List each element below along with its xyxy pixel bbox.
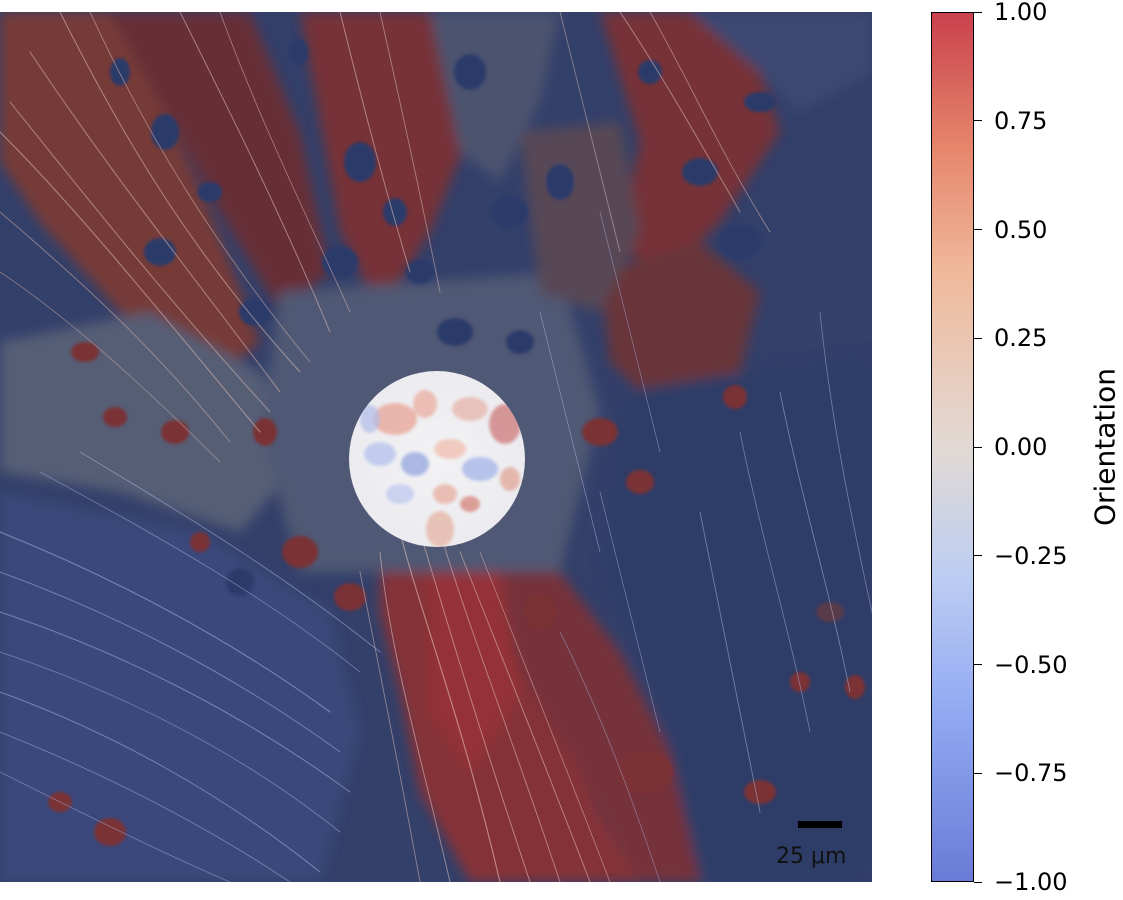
colorbar-tick — [974, 664, 982, 665]
colorbar-tick-label: 1.00 — [994, 0, 1048, 26]
orientation-micrograph: 25 μm — [0, 12, 872, 882]
colorbar-tick-label: −0.25 — [994, 541, 1068, 570]
micrograph-image — [0, 12, 872, 882]
scale-bar-label: 25 μm — [776, 844, 847, 869]
colorbar-tick-label: 0.00 — [994, 433, 1048, 461]
colorbar-tick — [974, 881, 982, 883]
colorbar-tick-label: 0.25 — [994, 324, 1048, 353]
colorbar-tick — [974, 337, 982, 339]
colorbar-tick-label: 0.75 — [994, 106, 1048, 135]
orientation-colorbar — [931, 12, 974, 882]
colorbar-tick-label: −0.75 — [994, 759, 1068, 788]
colorbar-tick — [974, 772, 982, 774]
colorbar-tick — [974, 555, 982, 557]
colorbar-tick — [974, 11, 982, 13]
colorbar-tick — [974, 446, 982, 448]
colorbar-tick-label: −1.00 — [994, 868, 1068, 896]
colorbar-tick-label: 0.50 — [994, 215, 1048, 244]
colorbar-tick-label: −0.50 — [994, 650, 1068, 679]
colorbar-title: Orientation — [1088, 367, 1122, 527]
scale-bar — [798, 821, 842, 828]
colorbar-tick — [974, 229, 982, 230]
colorbar-tick — [974, 120, 982, 122]
